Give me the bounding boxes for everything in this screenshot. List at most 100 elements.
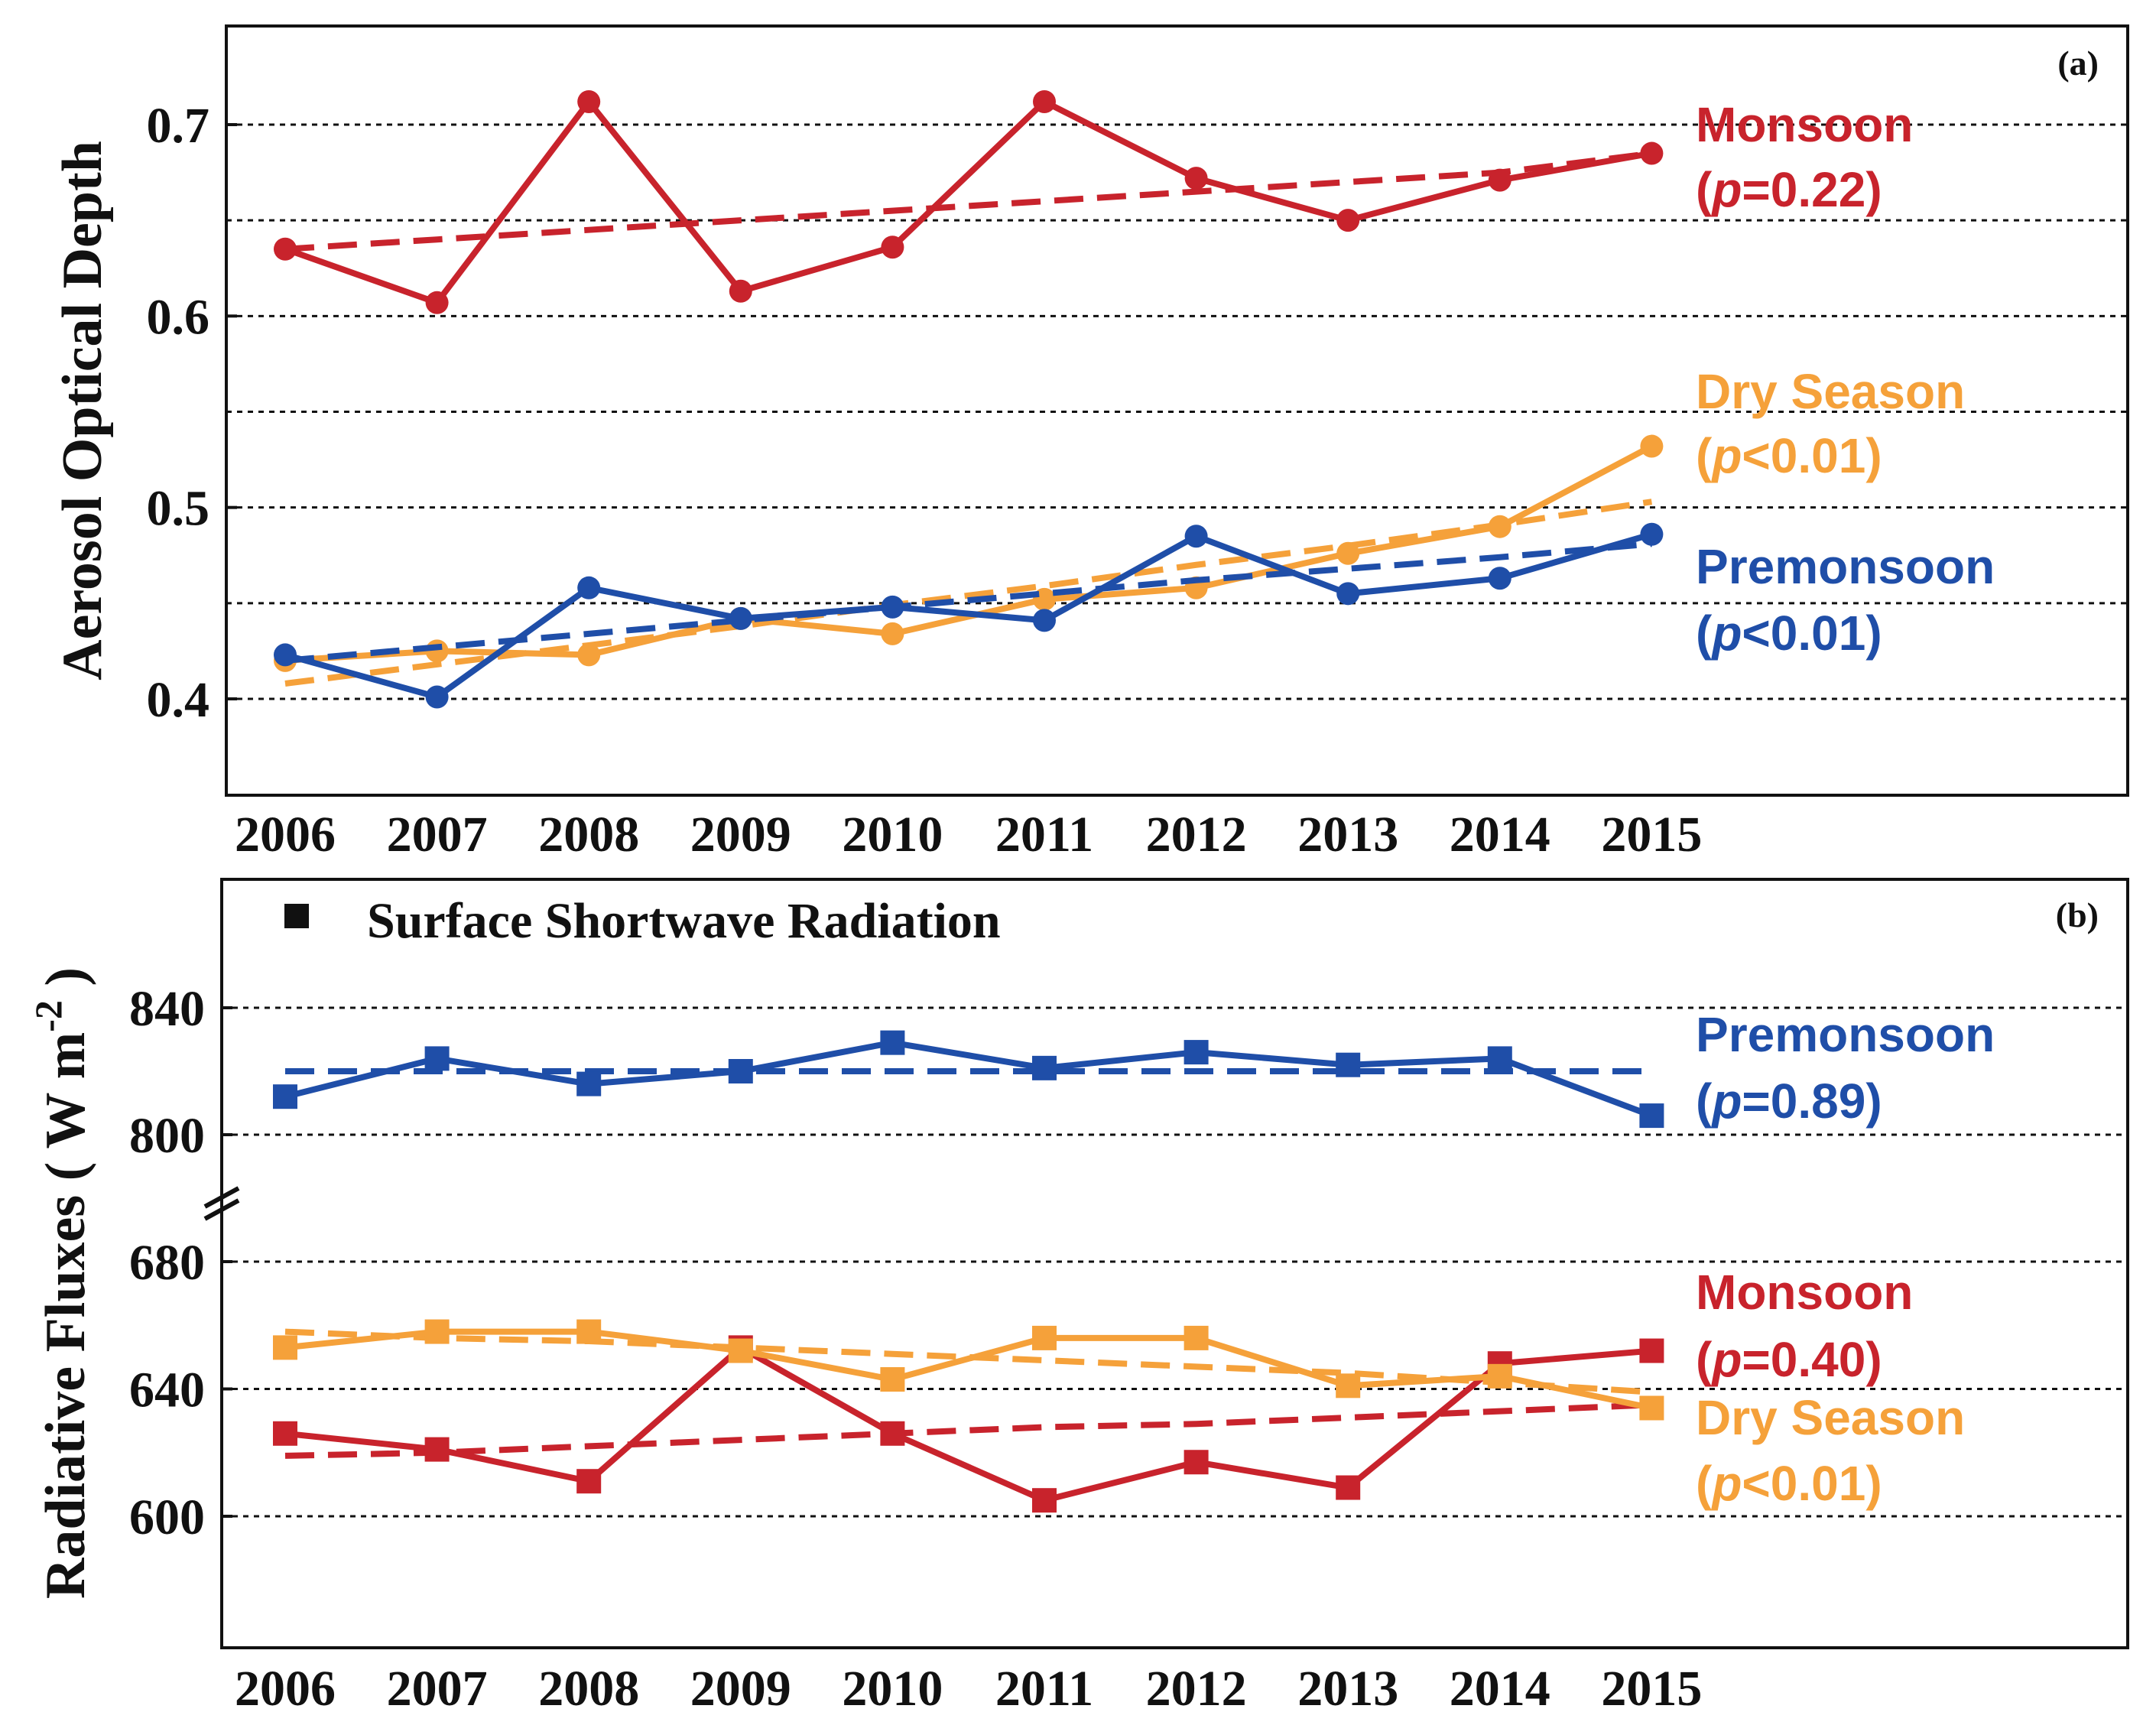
panel-a-premonsoon-point: [1336, 582, 1360, 606]
panel-b-monsoon-point: [1639, 1338, 1664, 1363]
panel-b-series: [273, 1030, 1664, 1513]
panel-a-premonsoon-data-line: [284, 531, 1653, 700]
panel-a-monsoon-point: [425, 291, 449, 314]
panel-b-series-monsoon: [273, 1335, 1664, 1513]
panel-b-premonsoon-point: [1487, 1046, 1512, 1071]
legend-label: Surface Shortwave Radiation: [367, 893, 1001, 949]
panel-a-premonsoon-point: [881, 595, 904, 619]
panel-b-premonsoon-point: [273, 1084, 297, 1109]
panel-b-y-tick-label: 800: [129, 1108, 205, 1164]
panel-b-premonsoon-point: [880, 1030, 905, 1055]
panel-a-x-tick-label: 2012: [1146, 807, 1247, 862]
panel-a-monsoon-point: [1184, 167, 1208, 190]
panel-a-x-tick-label: 2006: [235, 807, 336, 862]
panel-a-premonsoon-point: [1184, 525, 1208, 548]
panel-a-monsoon-point: [577, 89, 601, 113]
panel-a-monsoon-point: [1488, 168, 1511, 192]
panel-a-y-tick-label: 0.7: [147, 98, 210, 154]
panel-b-series-premonsoon: [273, 1030, 1664, 1129]
panel-a-x-tick-label: 2008: [538, 807, 639, 862]
panel-b-dry-point: [1032, 1325, 1057, 1350]
panel-b-y-axis-title: Radiative Fluxes ( W m-2 ): [27, 967, 97, 1599]
panel-b-monsoon-point: [880, 1421, 905, 1446]
panel-a-premonsoon-point: [274, 643, 297, 667]
panel-b-dry-data-line: [284, 1328, 1653, 1412]
panel-a-gridlines: [226, 123, 2128, 700]
panel-a-dry-label: Dry Season: [1696, 364, 1965, 419]
panel-a-dry-point: [1640, 434, 1664, 458]
panel-b-monsoon-point: [1184, 1450, 1209, 1475]
panel-a-x-tick-label: 2007: [387, 807, 488, 862]
panel-b-x-tick-label: 2008: [538, 1661, 639, 1717]
panel-b-premonsoon-point: [1336, 1052, 1361, 1077]
panel-a-y-axis-title: Aerosol Optical Depth: [51, 141, 114, 681]
panel-a-dry-point: [425, 639, 449, 663]
panel-a-x-tick-label: 2011: [995, 807, 1093, 862]
panel-a-dry-pvalue: (p<0.01): [1696, 428, 1882, 483]
panel-b-y-ticks: 600 640 680 800 840: [129, 981, 232, 1545]
panel-b-monsoon-data-line: [284, 1344, 1652, 1504]
panel-a-premonsoon-pvalue: (p<0.01): [1696, 606, 1882, 661]
panel-a-monsoon-data-line: [284, 98, 1653, 306]
panel-b-premonsoon-label: Premonsoon: [1696, 1007, 1995, 1062]
panel-a-premonsoon-point: [1640, 522, 1664, 546]
panel-b-y-tick-label: 600: [129, 1489, 205, 1545]
panel-a-y-tick-label: 0.5: [147, 481, 210, 537]
panel-a-monsoon-point: [881, 236, 904, 259]
panel-a-premonsoon-point: [577, 576, 601, 599]
panel-b-x-tick-label: 2014: [1450, 1661, 1550, 1717]
panel-a-x-tick-label: 2009: [690, 807, 791, 862]
legend-square-marker: [284, 904, 309, 928]
panel-b-x-tick-label: 2011: [995, 1661, 1093, 1717]
panel-b-dry-label: Dry Season: [1696, 1390, 1965, 1445]
panel-a-monsoon-trend-line: [284, 150, 1652, 252]
panel-b-monsoon-point: [273, 1421, 297, 1446]
panel-a-monsoon-point: [729, 279, 752, 303]
panel-b-dry-point: [424, 1319, 450, 1344]
panel-b-dry-point: [728, 1338, 753, 1363]
panel-b-x-tick-label: 2013: [1297, 1661, 1398, 1717]
panel-b-premonsoon-point: [1032, 1055, 1057, 1080]
panel-b-y-tick-label: 680: [129, 1235, 205, 1291]
panel-b-x-ticks: 2006 2007 2008 2009 2010 2011 2012 2013 2014 2015: [235, 1661, 1702, 1717]
panel-b-premonsoon-data-line: [284, 1039, 1653, 1119]
panel-b-frame: [220, 878, 2129, 1649]
panel-b-y-tick-label: 640: [129, 1363, 205, 1418]
panel-a-series-monsoon: [274, 89, 1664, 314]
panel-a-x-ticks: 2006 2007 2008 2009 2010 2011 2012 2013 2014 2015: [235, 807, 1702, 862]
panel-b-label: (b): [2056, 895, 2099, 934]
axis-break-mark: [203, 1186, 240, 1221]
panel-b-dry-point: [880, 1367, 905, 1392]
panel-b-x-tick-label: 2009: [690, 1661, 791, 1717]
panel-b-x-tick-label: 2010: [842, 1661, 943, 1717]
panel-b-premonsoon-point: [1639, 1103, 1664, 1129]
panel-a-premonsoon-point: [1488, 567, 1511, 590]
panel-b-y-tick-label: 840: [129, 981, 205, 1037]
panel-a-label: (a): [2057, 44, 2099, 83]
panel-b-x-tick-label: 2006: [235, 1661, 336, 1717]
panel-b-premonsoon-point: [728, 1059, 753, 1083]
panel-a-dry-point: [577, 643, 601, 667]
panel-a-premonsoon-point: [729, 606, 752, 630]
panel-b-monsoon-pvalue: (p=0.40): [1696, 1332, 1882, 1387]
panel-a-monsoon-pvalue: (p=0.22): [1696, 162, 1882, 217]
panel-b-dry-point: [1184, 1325, 1209, 1350]
panel-b-x-tick-label: 2015: [1601, 1661, 1702, 1717]
panel-b-series-dry: [273, 1319, 1664, 1421]
panel-b-dry-trend-line: [284, 1328, 1652, 1395]
panel-a-premonsoon-point: [425, 685, 449, 709]
panel-b-dry-point: [273, 1335, 297, 1360]
panel-b-x-tick-label: 2012: [1146, 1661, 1247, 1717]
panel-b-x-tick-label: 2007: [387, 1661, 488, 1717]
panel-a-x-tick-label: 2014: [1450, 807, 1550, 862]
panel-a-dry-point: [1336, 541, 1360, 565]
panel-b-monsoon-trend-line: [284, 1402, 1652, 1459]
panel-b-dry-point: [1487, 1363, 1512, 1389]
panel-a-y-tick-label: 0.4: [147, 672, 210, 728]
panel-b-monsoon-point: [1032, 1488, 1057, 1513]
panel-a-series: [274, 89, 1664, 709]
panel-a-dry-point: [1488, 515, 1511, 538]
panel-b-dry-point: [1639, 1395, 1664, 1421]
panel-a-y-ticks: 0.4 0.5 0.6 0.7: [147, 98, 237, 728]
